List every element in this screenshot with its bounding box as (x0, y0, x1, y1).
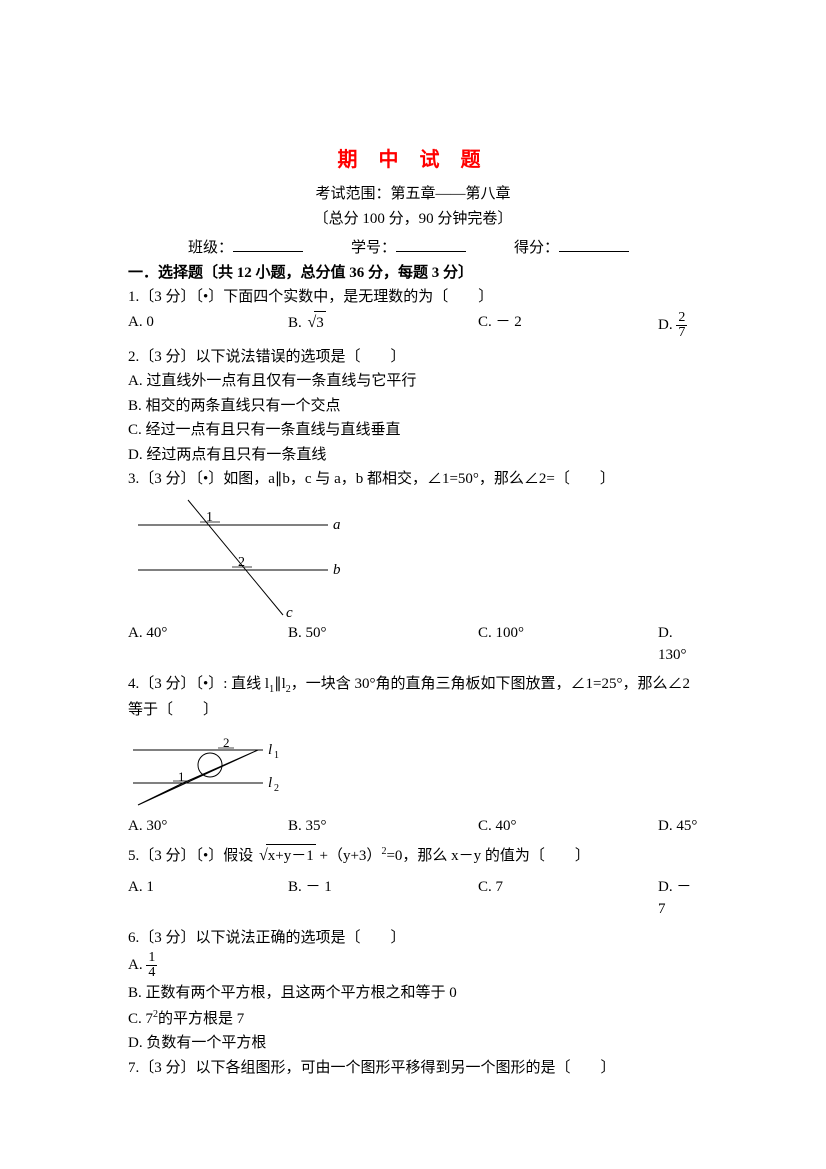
q5-rad: x+y－1 (266, 844, 316, 868)
q4-diagram-icon: 2 1 l 1 l 2 (128, 725, 303, 813)
q5-stem-a: 5.〔3 分〕〔•〕假设 (128, 848, 253, 864)
q3-options: A. 40° B. 50° C. 100° D. 130° (128, 622, 698, 667)
svg-text:2: 2 (238, 555, 245, 570)
q4-options: A. 30° B. 35° C. 40° D. 45° (128, 815, 698, 838)
sqrt-icon: x+y－1 (257, 844, 316, 868)
student-info-row: 班级： 学号： 得分： (128, 234, 698, 260)
score-label: 得分： (514, 240, 559, 256)
svg-text:2: 2 (274, 783, 279, 794)
q3-opt-c[interactable]: C. 100° (478, 622, 658, 667)
fraction-icon: 2 7 (676, 311, 687, 340)
q4-opt-b[interactable]: B. 35° (288, 815, 478, 838)
score-blank[interactable] (559, 234, 629, 252)
q5-stem-b: +（y+3） (320, 848, 382, 864)
q6-c-a: C. 7 (128, 1011, 153, 1027)
q7-stem: 7.〔3 分〕以下各组图形，可由一个图形平移得到另一个图形的是〔 〕 (128, 1057, 698, 1080)
svg-text:c: c (286, 605, 293, 620)
q1-options: A. 0 B. 3 C. － 2 D. 2 7 (128, 311, 698, 340)
q1-opt-b[interactable]: B. 3 (288, 311, 478, 340)
q5-opt-b[interactable]: B. － 1 (288, 876, 478, 921)
q6-opt-d[interactable]: D. 负数有一个平方根 (128, 1032, 698, 1055)
exam-scope: 考试范围：第五章——第八章 (128, 183, 698, 206)
q6-stem: 6.〔3 分〕以下说法正确的选项是〔 〕 (128, 927, 698, 950)
q1-d-num: 2 (676, 311, 687, 326)
svg-text:1: 1 (178, 769, 185, 784)
fraction-icon: 1 4 (146, 951, 157, 980)
q4-stem-d: 等于〔 〕 (128, 699, 698, 722)
q1-b-prefix: B. (288, 315, 302, 331)
q4-figure: 2 1 l 1 l 2 (128, 725, 698, 813)
q4-stem-c: ，一块含 30°角的直角三角板如下图放置，∠1=25°，那么∠2 (291, 676, 690, 692)
svg-text:1: 1 (274, 750, 279, 761)
q2-opt-a[interactable]: A. 过直线外一点有且仅有一条直线与它平行 (128, 370, 698, 393)
num-label: 学号： (351, 240, 396, 256)
q3-opt-a[interactable]: A. 40° (128, 622, 288, 667)
q2-opt-d[interactable]: D. 经过两点有且只有一条直线 (128, 444, 698, 467)
q4-opt-c[interactable]: C. 40° (478, 815, 658, 838)
q6-a-den: 4 (146, 966, 157, 980)
q2-opt-b[interactable]: B. 相交的两条直线只有一个交点 (128, 395, 698, 418)
q4-stem: 4.〔3 分〕〔•〕: 直线 l1∥l2，一块含 30°角的直角三角板如下图放置… (128, 673, 698, 697)
svg-text:1: 1 (206, 510, 213, 525)
q5-opt-a[interactable]: A. 1 (128, 876, 288, 921)
q5-opt-d[interactable]: D. － 7 (658, 876, 698, 921)
q6-a-prefix: A. (128, 957, 143, 973)
q4-opt-a[interactable]: A. 30° (128, 815, 288, 838)
svg-text:a: a (333, 517, 341, 533)
q3-diagram-icon: a b c 1 2 (128, 495, 348, 620)
page-title: 期 中 试 题 (128, 145, 698, 175)
class-blank[interactable] (233, 234, 303, 252)
class-label: 班级： (188, 240, 233, 256)
svg-text:l: l (268, 742, 272, 758)
q3-figure: a b c 1 2 (128, 495, 698, 620)
sqrt-icon: 3 (306, 311, 326, 335)
q1-opt-a[interactable]: A. 0 (128, 311, 288, 340)
q4-opt-d[interactable]: D. 45° (658, 815, 698, 838)
svg-text:l: l (268, 775, 272, 791)
exam-total: 〔总分 100 分，90 分钟完卷〕 (128, 208, 698, 231)
q6-opt-c[interactable]: C. 72的平方根是 7 (128, 1007, 698, 1031)
q4-stem-a: 4.〔3 分〕〔•〕: 直线 l (128, 676, 269, 692)
q5-opt-c[interactable]: C. 7 (478, 876, 658, 921)
q1-opt-d[interactable]: D. 2 7 (658, 311, 698, 340)
q6-c-b: 的平方根是 7 (158, 1011, 244, 1027)
q1-d-prefix: D. (658, 316, 673, 332)
q4-stem-b: ∥l (274, 676, 286, 692)
q3-stem: 3.〔3 分〕〔•〕如图，a∥b，c 与 a，b 都相交，∠1=50°，那么∠2… (128, 468, 698, 491)
q3-opt-d[interactable]: D. 130° (658, 622, 698, 667)
q5-options: A. 1 B. － 1 C. 7 D. － 7 (128, 876, 698, 921)
q1-d-den: 7 (676, 326, 687, 340)
q6-a-num: 1 (146, 951, 157, 966)
q1-stem: 1.〔3 分〕〔•〕下面四个实数中，是无理数的为〔 〕 (128, 286, 698, 309)
q6-opt-b[interactable]: B. 正数有两个平方根，且这两个平方根之和等于 0 (128, 982, 698, 1005)
svg-text:b: b (333, 562, 341, 578)
q5-stem-c: =0，那么 x－y 的值为〔 〕 (386, 848, 589, 864)
num-blank[interactable] (396, 234, 466, 252)
q2-opt-c[interactable]: C. 经过一点有且只有一条直线与直线垂直 (128, 419, 698, 442)
q6-opt-a[interactable]: A. 1 4 (128, 951, 698, 980)
section-1-header: 一．选择题〔共 12 小题，总分值 36 分，每题 3 分〕 (128, 262, 698, 285)
q2-stem: 2.〔3 分〕以下说法错误的选项是〔 〕 (128, 346, 698, 369)
q5-stem: 5.〔3 分〕〔•〕假设 x+y－1 +（y+3）2=0，那么 x－y 的值为〔… (128, 844, 698, 868)
q1-b-rad: 3 (314, 311, 326, 335)
q3-opt-b[interactable]: B. 50° (288, 622, 478, 667)
q1-opt-c[interactable]: C. － 2 (478, 311, 658, 340)
